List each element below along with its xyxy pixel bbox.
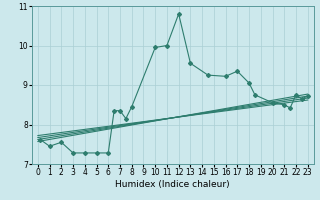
X-axis label: Humidex (Indice chaleur): Humidex (Indice chaleur) (116, 180, 230, 189)
